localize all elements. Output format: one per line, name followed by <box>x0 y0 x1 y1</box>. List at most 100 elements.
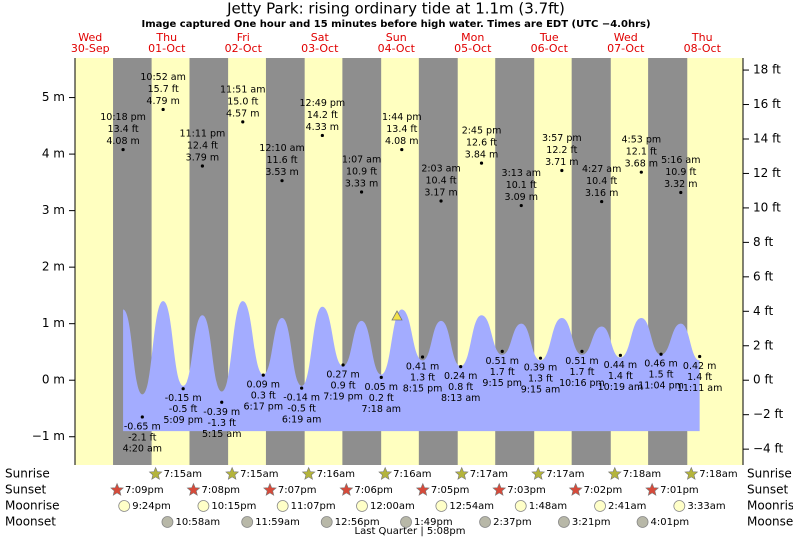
tide-label: -0.15 m <box>165 393 202 404</box>
tide-label: 14.2 ft <box>307 110 338 121</box>
tide-label: -0.39 m <box>203 407 240 418</box>
tide-point <box>659 352 663 356</box>
tide-label: 4.08 m <box>385 136 418 147</box>
y2-tick-label: −2 ft <box>753 407 784 421</box>
tide-label: 11:11 am <box>677 383 722 394</box>
y2-tick-label: 6 ft <box>753 269 773 283</box>
moonrise-icon <box>435 500 448 512</box>
tide-point <box>519 203 523 208</box>
tide-label: 10.9 ft <box>665 167 696 178</box>
y-tick-label: 3 m <box>42 203 65 217</box>
tide-label: 12:49 pm <box>300 98 346 109</box>
sunset-icon <box>568 482 583 496</box>
sunset-time: 7:05pm <box>431 485 470 496</box>
sunset-icon <box>492 482 507 496</box>
row-label: Sunset <box>747 483 788 497</box>
y2-tick-label: 18 ft <box>753 63 781 77</box>
moonset-icon <box>320 516 333 528</box>
sunset-icon <box>645 482 660 496</box>
sunrise-time: 7:17am <box>470 469 508 480</box>
tide-label: 10.4 ft <box>425 176 456 187</box>
tide-label: 7:19 pm <box>323 391 363 402</box>
tide-label: 11:04 pm <box>638 381 684 392</box>
sunrise-time: 7:15am <box>164 469 202 480</box>
tide-label: 0.24 m <box>444 371 477 382</box>
tide-point <box>679 190 683 195</box>
moonset-icon <box>479 516 491 528</box>
day-name: Thu <box>155 31 177 44</box>
tide-label: 10.1 ft <box>506 180 537 191</box>
row-label: Moonset <box>747 515 793 529</box>
tide-label: 1.7 ft <box>490 367 515 378</box>
tide-label: 15.7 ft <box>148 84 179 95</box>
tide-point <box>200 164 204 168</box>
sunrise-icon <box>148 466 163 480</box>
sunset-icon <box>339 482 354 496</box>
tide-label: 1:07 am <box>342 154 381 165</box>
tide-label: 4.57 m <box>226 108 259 119</box>
tide-label: 5:09 pm <box>163 415 203 426</box>
tide-label: -0.65 m <box>124 421 161 432</box>
sunrise-time: 7:18am <box>623 469 661 480</box>
row-label: Sunrise <box>5 467 50 481</box>
day-name: Tue <box>539 31 559 44</box>
moonrise-time: 11:07pm <box>291 501 336 512</box>
tide-label: 1.4 ft <box>608 371 633 382</box>
tide-label: 0.3 ft <box>251 391 276 402</box>
moonrise-icon <box>514 500 527 512</box>
tide-point <box>600 199 604 204</box>
sunset-icon <box>110 482 124 496</box>
moonset-icon <box>636 516 649 528</box>
tide-label: -1.3 ft <box>208 418 237 429</box>
tide-label: 1.4 ft <box>687 372 712 383</box>
sunset-icon <box>186 482 201 496</box>
tide-label: 9:15 pm <box>482 378 522 389</box>
y2-tick-label: 4 ft <box>753 304 773 318</box>
day-date: 06-Oct <box>531 42 569 55</box>
moonset-time: 4:01pm <box>651 517 690 528</box>
tide-label: 0.42 m <box>683 361 716 372</box>
tide-label: 11:11 pm <box>180 128 226 139</box>
tide-label: 7:18 am <box>362 404 401 415</box>
tide-label: 0.51 m <box>486 356 519 367</box>
tide-label: 12.2 ft <box>546 145 577 156</box>
tide-label: 3.33 m <box>345 178 378 189</box>
tide-label: 9:15 am <box>521 385 560 396</box>
moonrise-icon <box>276 500 289 512</box>
tide-label: 13.4 ft <box>386 124 417 135</box>
tide-label: 1.7 ft <box>569 367 594 378</box>
tide-label: 4.08 m <box>106 136 139 147</box>
tide-label: 1.3 ft <box>410 373 435 384</box>
y2-tick-label: 8 ft <box>753 235 773 249</box>
moonset-time: 10:58am <box>175 517 220 528</box>
moonrise-time: 2:41am <box>608 501 646 512</box>
moonrise-time: 12:00am <box>370 501 415 512</box>
moonset-icon <box>400 516 412 528</box>
tide-label: 12.4 ft <box>187 140 218 151</box>
tide-label: 10.4 ft <box>586 176 617 187</box>
tide-label: 0.27 m <box>326 369 359 380</box>
tide-label: 11.6 ft <box>266 155 297 166</box>
sunrise-time: 7:18am <box>699 469 737 480</box>
tide-label: 0.05 m <box>365 382 398 393</box>
tide-label: 12.6 ft <box>466 138 497 149</box>
tide-label: 3.17 m <box>424 188 457 199</box>
tide-point <box>220 400 224 404</box>
tide-label: 0.41 m <box>406 362 439 373</box>
tide-label: 4:20 am <box>123 443 162 454</box>
tide-point <box>698 354 702 359</box>
sunset-icon <box>263 482 277 496</box>
row-label: Moonset <box>5 515 56 529</box>
sunset-time: 7:07pm <box>278 485 317 496</box>
tide-label: 3.71 m <box>545 157 578 168</box>
tide-point <box>639 170 643 174</box>
y-tick-label: −1 m <box>32 429 65 443</box>
day-date: 30-Sep <box>71 42 110 55</box>
tide-label: 3.79 m <box>186 152 219 163</box>
tide-label: 8:13 am <box>441 393 480 404</box>
tide-label: 3.84 m <box>465 150 498 161</box>
sunrise-icon <box>225 466 240 480</box>
tide-point <box>459 365 463 369</box>
y-tick-label: 5 m <box>42 90 65 104</box>
